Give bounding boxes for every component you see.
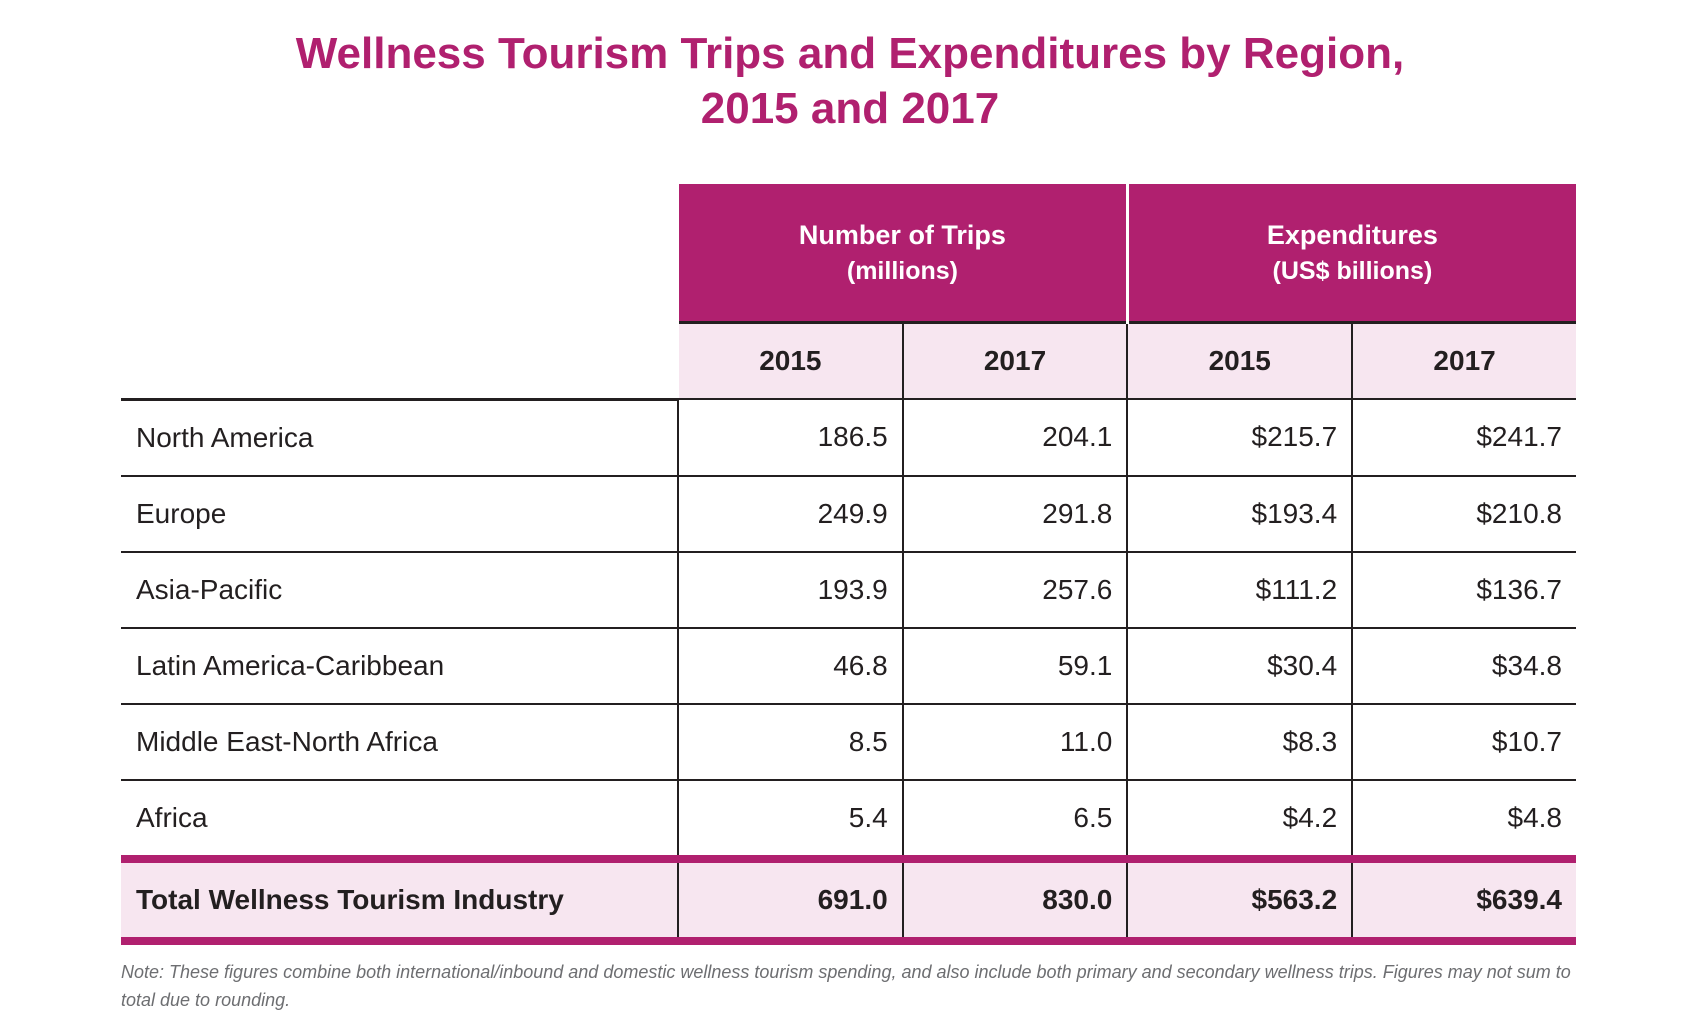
year-header: 2015 (676, 321, 903, 399)
region-label: Asia-Pacific (121, 550, 678, 628)
year-header: 2015 (1126, 321, 1353, 399)
value-cell: $34.8 (1351, 626, 1576, 704)
year-header: 2017 (1351, 321, 1576, 399)
table-row: Asia-Pacific 193.9 257.6 $111.2 $136.7 (121, 550, 1576, 628)
value-cell: $30.4 (1126, 626, 1353, 704)
group-header-row: Number of Trips (millions) Expenditures … (121, 184, 1576, 323)
group-label: Expenditures (1266, 219, 1438, 250)
total-cell: $563.2 (1126, 854, 1353, 945)
total-cell: $639.4 (1351, 854, 1576, 945)
blank-cell (121, 322, 678, 401)
region-label: Middle East-North Africa (121, 702, 678, 780)
region-label: Latin America-Caribbean (121, 626, 678, 704)
value-cell: $10.7 (1351, 702, 1576, 780)
wellness-tourism-table: Number of Trips (millions) Expenditures … (121, 184, 1576, 945)
table-row: Latin America-Caribbean 46.8 59.1 $30.4 $34.… (121, 626, 1576, 704)
total-cell: 830.0 (901, 854, 1128, 945)
table-row: North America 186.5 204.1 $215.7 $241.7 (121, 398, 1576, 476)
value-cell: $215.7 (1126, 398, 1353, 476)
value-cell: $210.8 (1351, 474, 1576, 552)
title-line-2: 2015 and 2017 (700, 84, 1000, 133)
value-cell: $4.2 (1126, 778, 1353, 859)
value-cell: $241.7 (1351, 398, 1576, 476)
value-cell: 257.6 (901, 550, 1128, 628)
value-cell: 249.9 (676, 474, 903, 552)
value-cell: $8.3 (1126, 702, 1353, 780)
region-label: Africa (121, 778, 678, 859)
footnote: Note: These figures combine both interna… (121, 962, 1571, 1010)
region-label: North America (121, 398, 678, 476)
table-row: Africa 5.4 6.5 $4.2 $4.8 (121, 778, 1576, 859)
value-cell: 46.8 (676, 626, 903, 704)
value-cell: 5.4 (676, 778, 903, 859)
value-cell: 6.5 (901, 778, 1128, 859)
value-cell: 8.5 (676, 702, 903, 780)
group-unit: (US$ billions) (1272, 256, 1433, 285)
value-cell: $136.7 (1351, 550, 1576, 628)
group-header-expenditures: Expenditures (US$ billions) (1125, 184, 1576, 323)
blank-corner (121, 184, 678, 323)
page-title: Wellness Tourism Trips and Expenditures … (0, 26, 1700, 136)
value-cell: 59.1 (901, 626, 1128, 704)
table-row: Europe 249.9 291.8 $193.4 $210.8 (121, 474, 1576, 552)
total-row: Total Wellness Tourism Industry 691.0 83… (121, 854, 1576, 945)
table-row: Middle East-North Africa 8.5 11.0 $8.3 $10.7 (121, 702, 1576, 780)
value-cell: $111.2 (1126, 550, 1353, 628)
value-cell: 204.1 (901, 398, 1128, 476)
total-label: Total Wellness Tourism Industry (121, 854, 678, 945)
group-header-trips: Number of Trips (millions) (676, 184, 1128, 323)
value-cell: $4.8 (1351, 778, 1576, 859)
year-header: 2017 (901, 321, 1128, 399)
value-cell: 193.9 (676, 550, 903, 628)
value-cell: 291.8 (901, 474, 1128, 552)
value-cell: $193.4 (1126, 474, 1353, 552)
region-label: Europe (121, 474, 678, 552)
group-label: Number of Trips (798, 219, 1006, 250)
title-line-1: Wellness Tourism Trips and Expenditures … (295, 29, 1405, 78)
group-unit: (millions) (846, 256, 958, 285)
year-header-row: 2015 2017 2015 2017 (121, 321, 1576, 401)
value-cell: 186.5 (676, 398, 903, 476)
value-cell: 11.0 (901, 702, 1128, 780)
total-cell: 691.0 (676, 854, 903, 945)
